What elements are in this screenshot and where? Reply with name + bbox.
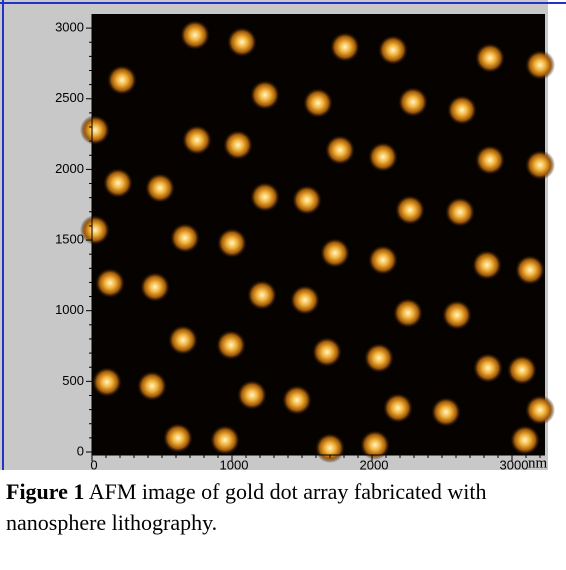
gold-dot <box>163 423 193 453</box>
gold-dot <box>145 173 175 203</box>
gold-dot <box>180 20 210 50</box>
gold-dot <box>330 32 360 62</box>
gold-dot <box>95 268 125 298</box>
gold-dot <box>525 150 555 180</box>
gold-dot <box>168 325 198 355</box>
gold-dot <box>137 371 167 401</box>
y-tick-label: 1500 <box>55 232 84 247</box>
gold-dot <box>216 330 246 360</box>
gold-dot <box>80 215 110 245</box>
gold-dot <box>525 50 555 80</box>
caption-label: Figure 1 <box>6 479 85 504</box>
gold-dot <box>170 223 200 253</box>
gold-dot <box>80 115 110 145</box>
x-tick-label: 1000 <box>220 457 249 470</box>
gold-dot <box>368 142 398 172</box>
gold-dot <box>475 43 505 73</box>
x-unit: nm <box>528 455 548 470</box>
gold-dot <box>510 425 540 455</box>
gold-dots <box>80 20 555 463</box>
y-tick-label: 1000 <box>55 302 84 317</box>
gold-dot <box>472 250 502 280</box>
gold-dot <box>445 197 475 227</box>
gold-dot <box>395 195 425 225</box>
gold-dot <box>237 380 267 410</box>
x-tick-label: 2000 <box>360 457 389 470</box>
caption: Figure 1 AFM image of gold dot array fab… <box>6 476 546 538</box>
y-tick-label: 2500 <box>55 90 84 105</box>
gold-dot <box>393 298 423 328</box>
gold-dot <box>320 238 350 268</box>
gold-dot <box>210 425 240 455</box>
gold-dot <box>398 87 428 117</box>
gold-dot <box>223 130 253 160</box>
gold-dot <box>325 135 355 165</box>
gold-dot <box>315 433 345 463</box>
y-tick-label: 3000 <box>55 19 84 34</box>
gold-dot <box>250 182 280 212</box>
gold-dot <box>247 280 277 310</box>
gold-dot <box>507 355 537 385</box>
x-tick-label: 0 <box>90 457 97 470</box>
y-tick-label: 0 <box>77 444 84 459</box>
gold-dot <box>431 397 461 427</box>
gold-dot <box>364 343 394 373</box>
gold-dot <box>282 385 312 415</box>
gold-dot <box>303 88 333 118</box>
gold-dot <box>92 367 122 397</box>
gold-dot <box>312 337 342 367</box>
y-tick-label: 500 <box>62 373 84 388</box>
gold-dot <box>360 430 390 460</box>
gold-dot <box>378 35 408 65</box>
gold-dot <box>182 125 212 155</box>
afm-image <box>92 14 545 455</box>
gold-dot <box>103 168 133 198</box>
gold-dot <box>383 393 413 423</box>
gold-dot <box>473 353 503 383</box>
gold-dot <box>290 285 320 315</box>
gold-dot <box>107 65 137 95</box>
gold-dot <box>442 300 472 330</box>
gold-dot <box>250 80 280 110</box>
x-tick-label: 3000 <box>500 457 529 470</box>
caption-text: AFM image of gold dot array fabricated w… <box>6 479 487 535</box>
gold-dot <box>140 272 170 302</box>
y-tick-label: 2000 <box>55 161 84 176</box>
gold-dot <box>292 185 322 215</box>
gold-dot <box>475 145 505 175</box>
gold-dot <box>525 395 555 425</box>
gold-dot <box>447 95 477 125</box>
gold-dot <box>515 255 545 285</box>
gold-dot <box>217 228 247 258</box>
gold-dot <box>368 245 398 275</box>
gold-dot <box>227 27 257 57</box>
